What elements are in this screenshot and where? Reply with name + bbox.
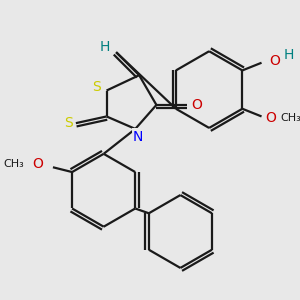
- Text: CH₃: CH₃: [3, 159, 24, 170]
- Text: H: H: [99, 40, 110, 54]
- Text: S: S: [93, 80, 101, 94]
- Text: H: H: [283, 48, 294, 62]
- Text: CH₃: CH₃: [280, 113, 300, 123]
- Text: O: O: [269, 54, 281, 68]
- Text: O: O: [32, 158, 43, 171]
- Text: O: O: [191, 98, 202, 112]
- Text: N: N: [133, 130, 143, 144]
- Text: O: O: [266, 111, 277, 125]
- Text: S: S: [64, 116, 73, 130]
